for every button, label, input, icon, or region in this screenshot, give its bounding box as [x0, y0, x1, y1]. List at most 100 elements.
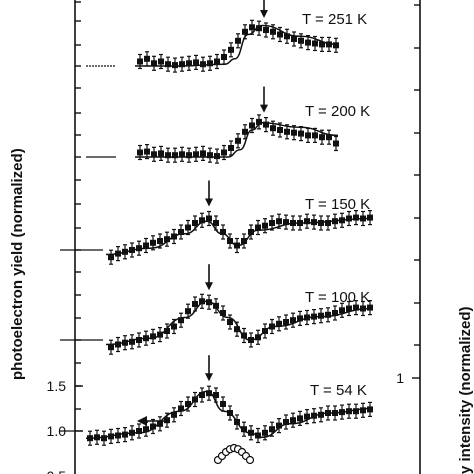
peak-arrow-head	[205, 198, 213, 207]
left-tick-label: 1.0	[47, 423, 67, 439]
series-group: T = 251 K T = 200 K T = 150 K T = 100 K T = …	[60, 0, 373, 465]
data-point	[360, 305, 366, 312]
data-point	[319, 41, 325, 48]
data-point	[165, 61, 171, 68]
data-point	[290, 417, 296, 424]
data-point	[200, 61, 206, 68]
data-point	[199, 392, 205, 398]
data-point	[318, 312, 324, 319]
data-point	[360, 215, 366, 222]
series-2: T = 200 K	[86, 86, 370, 164]
data-point	[256, 118, 262, 125]
data-point	[220, 310, 226, 316]
data-point	[319, 134, 325, 141]
data-point	[129, 429, 135, 436]
data-point	[353, 408, 359, 415]
data-point	[172, 152, 178, 159]
data-point	[346, 305, 352, 312]
data-point	[94, 434, 100, 441]
data-point	[214, 58, 220, 65]
data-point	[290, 220, 296, 226]
data-point	[255, 334, 261, 341]
data-point	[367, 406, 373, 413]
data-point	[115, 341, 121, 348]
data-point	[333, 140, 339, 147]
data-point	[199, 217, 205, 224]
data-point	[136, 337, 142, 343]
data-point	[269, 220, 275, 226]
data-point	[206, 215, 212, 222]
data-point	[332, 410, 338, 416]
data-point	[346, 408, 352, 415]
data-point	[122, 431, 128, 438]
data-point	[150, 333, 156, 340]
data-point	[171, 233, 177, 240]
left-tick-label: 0.5	[47, 468, 67, 474]
data-point	[353, 214, 359, 221]
data-point	[108, 254, 114, 261]
peak-arrow-head	[260, 10, 268, 18]
data-point	[221, 54, 227, 60]
data-point	[312, 40, 318, 47]
data-point	[325, 220, 331, 226]
data-point	[143, 242, 149, 249]
right-axis-title: y intensity (normalized)	[457, 306, 474, 474]
data-point	[199, 298, 205, 305]
data-point	[326, 41, 332, 48]
data-point	[178, 229, 184, 235]
right-tick-label: 1	[396, 370, 404, 386]
data-point	[269, 323, 275, 330]
data-point	[228, 145, 234, 151]
data-point	[164, 236, 170, 243]
data-point	[137, 149, 143, 156]
data-point	[242, 128, 248, 135]
data-point	[213, 392, 219, 398]
left-arrow-head	[137, 416, 147, 426]
data-point	[87, 435, 93, 442]
data-point	[284, 33, 290, 40]
data-point	[136, 428, 142, 434]
data-point	[158, 58, 164, 65]
data-point	[151, 60, 157, 67]
data-point	[192, 301, 198, 307]
data-point	[144, 55, 150, 62]
data-point	[248, 229, 254, 235]
data-point	[234, 326, 240, 333]
data-point	[291, 129, 297, 136]
fit-curve	[135, 122, 339, 158]
peak-arrow-head	[205, 282, 213, 291]
data-point	[262, 222, 268, 229]
peak-arrow-head	[260, 104, 268, 113]
data-point	[115, 432, 121, 439]
data-point	[235, 37, 241, 44]
data-point	[283, 419, 289, 425]
data-point	[108, 344, 114, 351]
data-point	[172, 62, 178, 69]
data-point	[171, 411, 177, 418]
data-point	[178, 405, 184, 412]
data-point	[311, 313, 317, 320]
data-point	[157, 331, 163, 338]
data-point	[339, 307, 345, 314]
peak-arrow-head	[205, 373, 213, 382]
data-point	[235, 137, 241, 144]
data-point	[151, 151, 157, 158]
data-point	[150, 239, 156, 246]
series-label: T = 54 K	[310, 382, 367, 399]
data-point	[143, 426, 149, 433]
data-point	[284, 128, 290, 135]
data-point	[312, 132, 318, 139]
series-1: T = 251 K	[86, 0, 367, 73]
data-point	[206, 299, 212, 306]
series-label: T = 251 K	[302, 11, 367, 28]
data-point	[144, 148, 150, 155]
data-point	[263, 27, 269, 33]
open-circle-series	[213, 443, 255, 465]
data-point	[283, 319, 289, 325]
data-point	[325, 311, 331, 318]
data-point	[220, 229, 226, 235]
data-point	[186, 152, 192, 159]
data-point	[179, 61, 185, 68]
data-point	[255, 224, 261, 231]
